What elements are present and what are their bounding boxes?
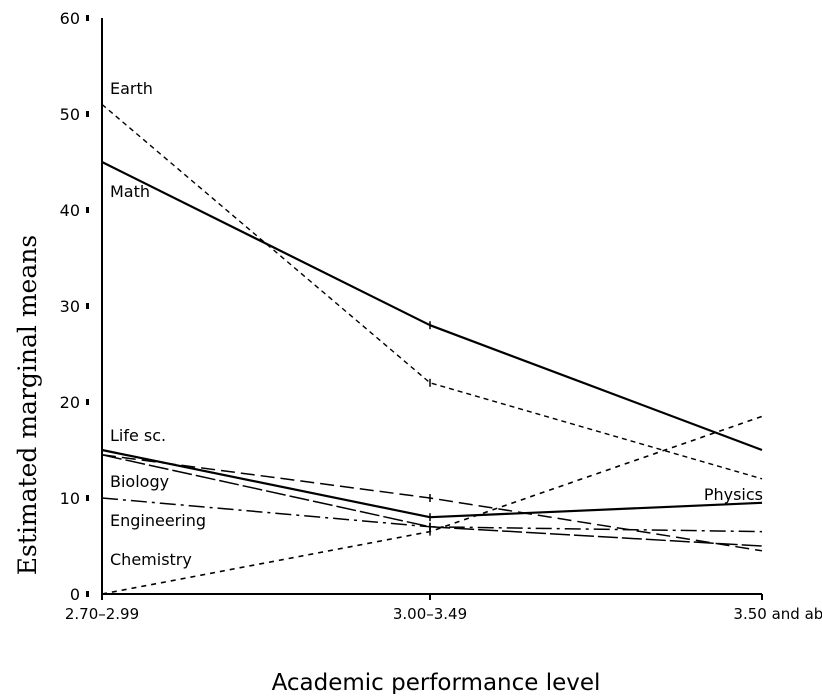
series-label-math: Math (110, 182, 150, 201)
y-tick-label-30: 30 (60, 297, 80, 316)
y-tick-mark-50 (86, 111, 89, 117)
y-tick-label-20: 20 (60, 393, 80, 412)
y-tick-mark-10 (86, 495, 89, 501)
x-tick-label-0: 2.70–2.99 (65, 605, 139, 623)
y-tick-label-50: 50 (60, 105, 80, 124)
series-label-engineering: Engineering (110, 511, 206, 530)
y-tick-label-10: 10 (60, 489, 80, 508)
y-tick-label-0: 0 (70, 585, 80, 604)
y-tick-mark-30 (86, 303, 89, 309)
series-label-life-sc: Life sc. (110, 426, 166, 445)
y-tick-mark-0 (86, 591, 89, 597)
y-tick-mark-20 (86, 399, 89, 405)
y-tick-label-40: 40 (60, 201, 80, 220)
series-line-chemistry (101, 415, 763, 595)
y-tick-mark-60 (86, 15, 89, 21)
y-tick-label-60: 60 (60, 9, 80, 28)
series-label-chemistry: Chemistry (110, 550, 192, 569)
y-tick-mark-40 (86, 207, 89, 213)
y-axis-title: Estimated marginal means (13, 235, 42, 575)
series-line-math (101, 161, 763, 452)
x-tick-label-1: 3.00–3.49 (393, 605, 467, 623)
series-line-physics (101, 454, 763, 547)
x-axis-title: Academic performance level (272, 670, 601, 694)
series-label-earth: Earth (110, 79, 153, 98)
series-label-biology: Biology (110, 472, 169, 491)
series-line-earth (101, 103, 763, 480)
x-tick-label-2: 3.50 and above (733, 605, 822, 623)
series-label-physics: Physics (704, 485, 763, 504)
